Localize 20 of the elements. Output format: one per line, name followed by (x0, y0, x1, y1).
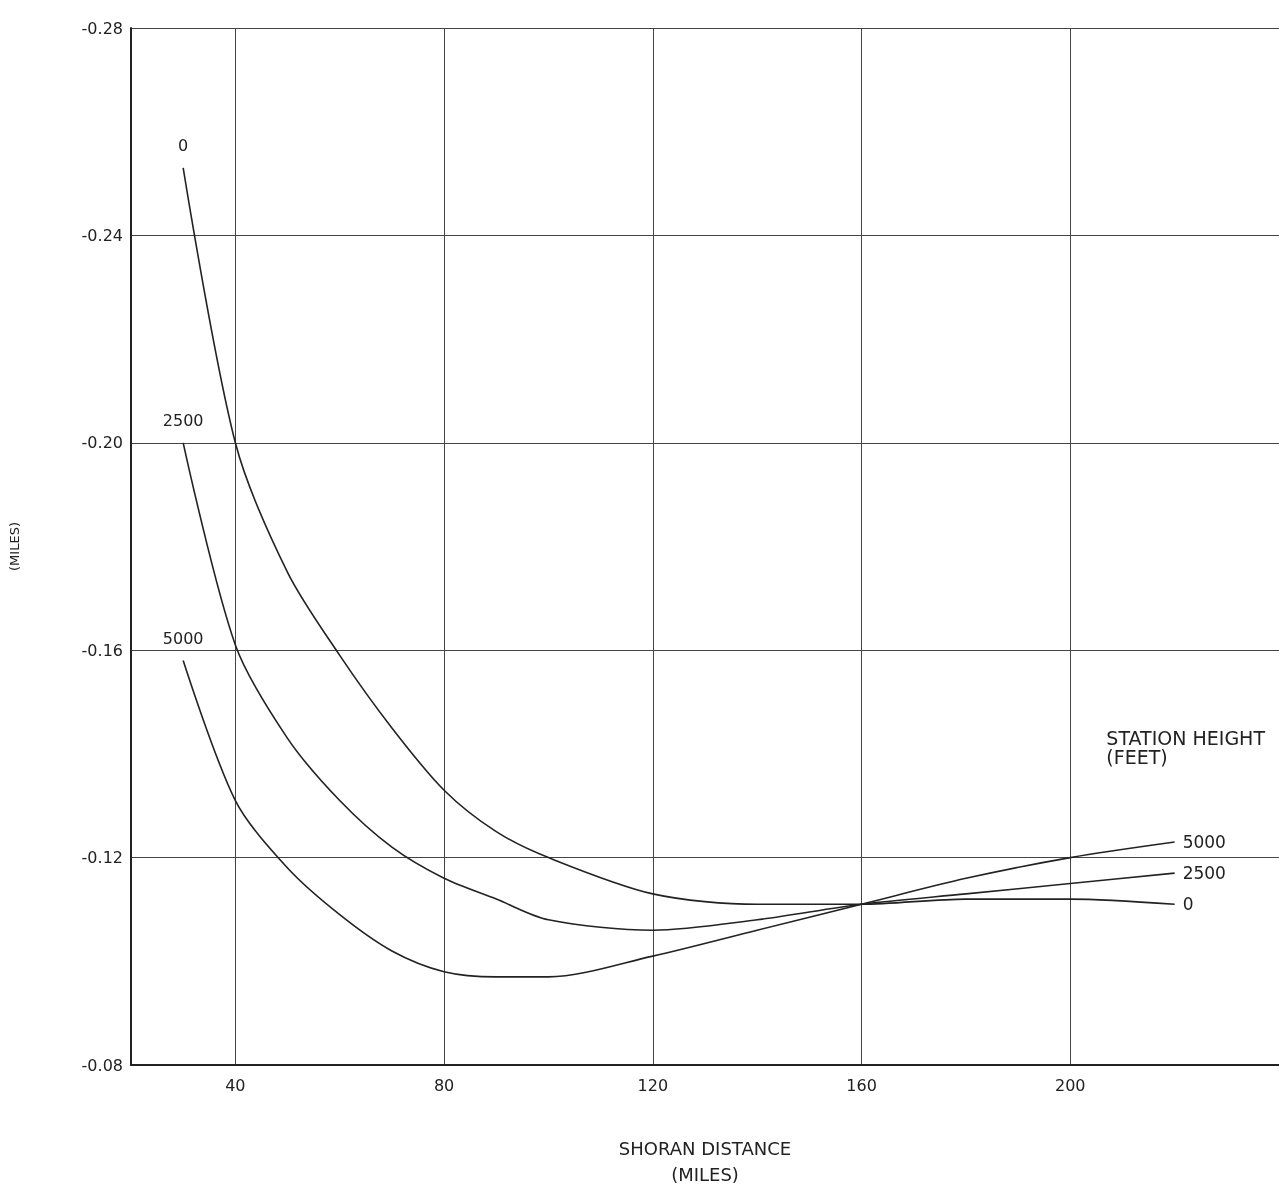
x-tick-label: 200 (1055, 1075, 1086, 1095)
y-tick-label: -0.08 (81, 1055, 123, 1075)
x-tick-label: 80 (433, 1075, 455, 1095)
series-label: 0 (1182, 894, 1194, 915)
text: 2500 (162, 411, 204, 431)
y-tick-label: -0.28 (81, 18, 123, 38)
text: 0 (178, 136, 189, 156)
series-label: 5000 (1182, 832, 1226, 853)
y-tick-label: -0.16 (81, 640, 123, 660)
y-axis-title: (MILES) (7, 522, 22, 571)
y-tick-label: -0.12 (81, 848, 123, 868)
series-label: 2500 (1182, 863, 1226, 884)
x-axis-title: SHORAN DISTANCE (MILES) (618, 1137, 792, 1185)
x-tick-label: 120 (637, 1075, 669, 1095)
y-tick-label: -0.24 (81, 225, 123, 245)
x-tick-label: 40 (225, 1075, 246, 1095)
x-tick-label: 160 (846, 1075, 877, 1095)
y-tick-label: -0.20 (81, 433, 123, 453)
legend-title: STATION HEIGHT (FEET) (1106, 726, 1266, 768)
text: 5000 (162, 629, 204, 649)
